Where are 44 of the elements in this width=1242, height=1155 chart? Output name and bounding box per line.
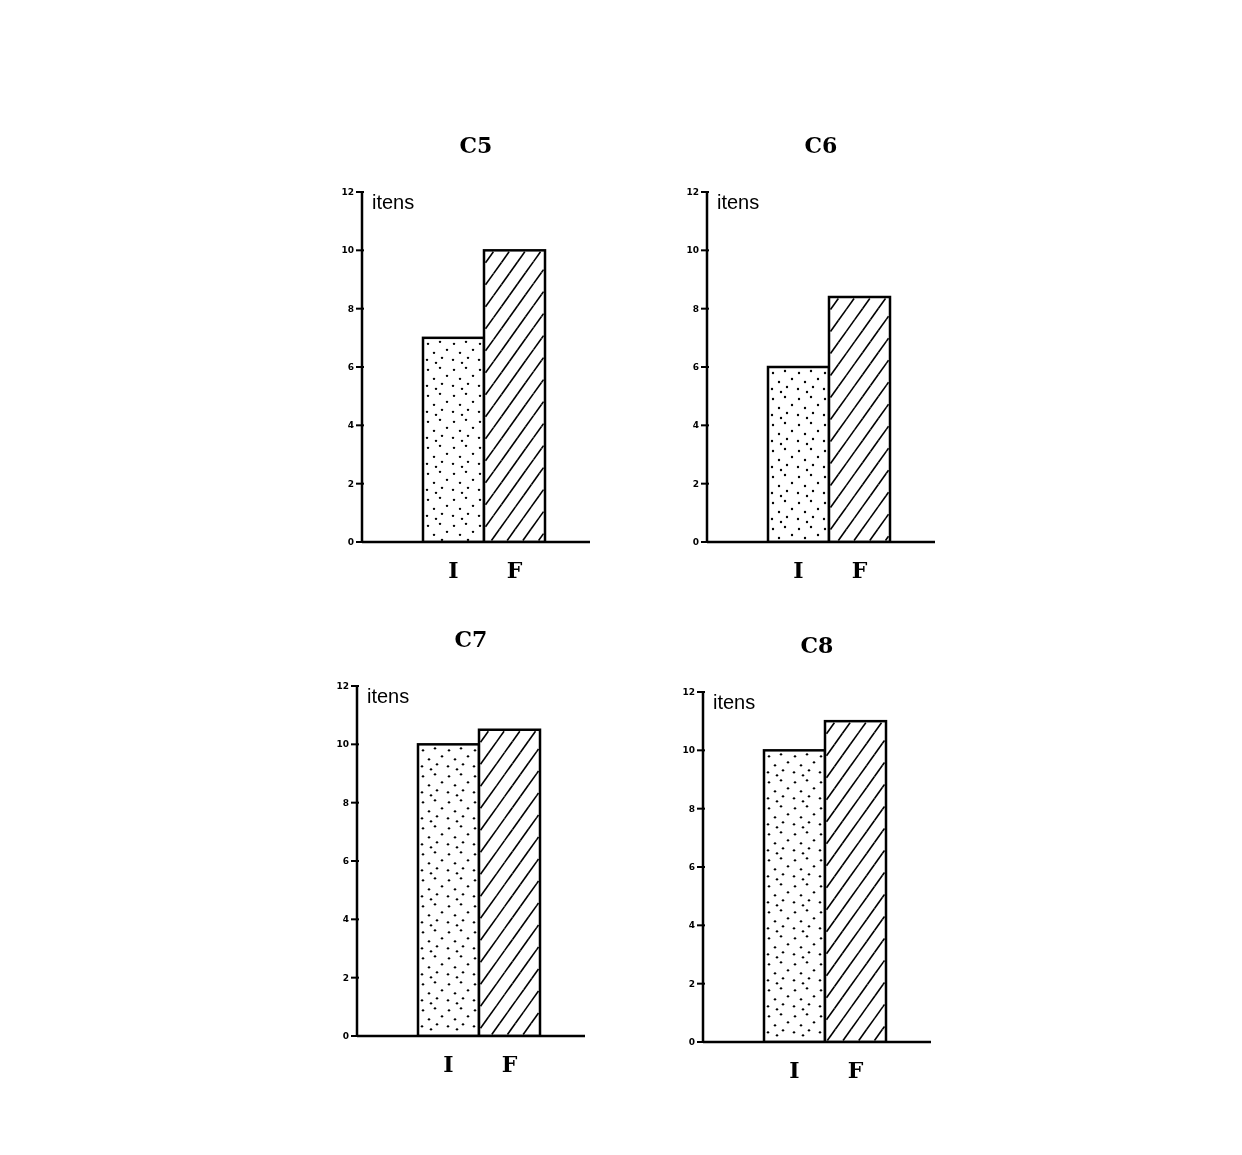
- x-tick-label: F: [851, 556, 868, 583]
- y-tick-label: 6: [692, 362, 699, 373]
- y-tick-label: 10: [336, 739, 349, 750]
- y-tick-label: 12: [341, 187, 354, 198]
- y-tick-label: 12: [686, 187, 699, 198]
- y-tick-label: 2: [688, 978, 695, 989]
- x-tick-label: F: [847, 1056, 864, 1083]
- y-tick-label: 12: [336, 681, 349, 692]
- y-tick-label: 0: [347, 537, 354, 548]
- y-tick-label: 0: [342, 1031, 349, 1042]
- x-tick-label: F: [501, 1050, 518, 1077]
- y-axis-title: itens: [713, 691, 756, 713]
- y-tick-label: 6: [347, 362, 354, 373]
- x-tick-label: F: [506, 556, 523, 583]
- x-tick-label: I: [448, 556, 459, 583]
- chart-title: C6: [803, 132, 839, 158]
- y-tick-label: 12: [682, 687, 695, 698]
- y-tick-label: 2: [342, 972, 349, 983]
- y-tick-label: 0: [692, 537, 699, 548]
- chart-title: C7: [453, 626, 489, 652]
- y-tick-label: 8: [692, 303, 699, 314]
- y-tick-label: 2: [347, 478, 354, 489]
- y-tick-label: 0: [688, 1037, 695, 1048]
- chart-title: C8: [799, 632, 835, 658]
- y-tick-label: 10: [686, 245, 699, 256]
- y-tick-label: 10: [682, 745, 695, 756]
- y-axis-title: itens: [372, 191, 415, 213]
- y-tick-label: 4: [342, 914, 349, 925]
- y-axis-title: itens: [717, 191, 760, 213]
- y-tick-label: 10: [341, 245, 354, 256]
- y-tick-label: 8: [342, 797, 349, 808]
- y-tick-label: 8: [688, 803, 695, 814]
- y-tick-label: 4: [347, 420, 354, 431]
- x-tick-label: I: [443, 1050, 454, 1077]
- y-tick-label: 6: [688, 862, 695, 873]
- x-tick-label: I: [789, 1056, 800, 1083]
- x-tick-label: I: [793, 556, 804, 583]
- y-tick-label: 4: [688, 920, 695, 931]
- y-axis-title: itens: [367, 685, 410, 707]
- y-tick-label: 8: [347, 303, 354, 314]
- y-tick-label: 2: [692, 478, 699, 489]
- y-tick-label: 4: [692, 420, 699, 431]
- y-tick-label: 6: [342, 856, 349, 867]
- chart-title: C5: [458, 132, 494, 158]
